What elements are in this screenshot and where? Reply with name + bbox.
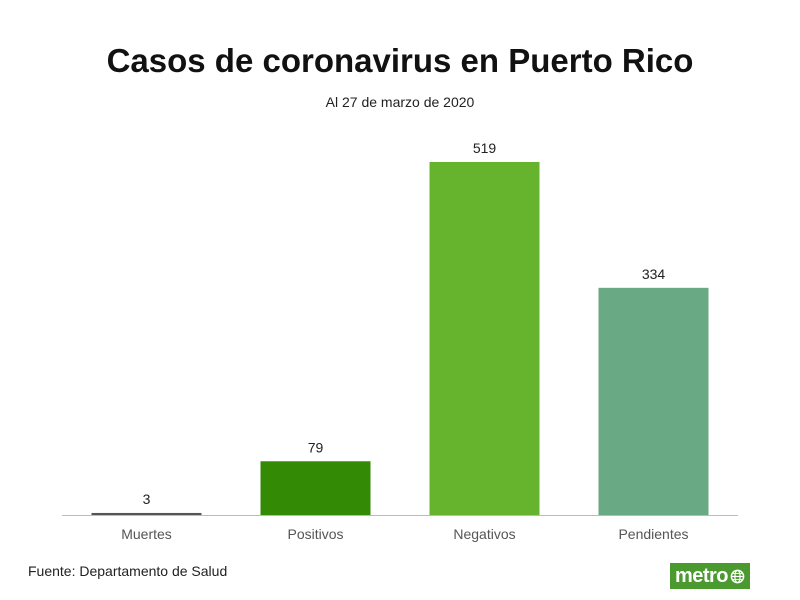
category-label-negativos: Negativos — [453, 526, 515, 542]
value-label-muertes: 3 — [143, 491, 151, 507]
value-label-pendientes: 334 — [642, 266, 666, 282]
bar-muertes — [91, 512, 202, 515]
globe-icon — [730, 569, 745, 583]
logo-text: metro — [674, 565, 729, 587]
chart-title: Casos de coronavirus en Puerto Rico — [106, 42, 694, 79]
value-label-negativos: 519 — [473, 140, 497, 156]
category-label-pendientes: Pendientes — [618, 526, 688, 542]
metro-logo: metro — [670, 563, 750, 589]
category-label-muertes: Muertes — [121, 526, 172, 542]
category-label-positivos: Positivos — [287, 526, 343, 542]
bar-pendientes — [598, 287, 709, 515]
source-note: Fuente: Departamento de Salud — [28, 563, 228, 579]
bar-negativos — [429, 162, 540, 515]
chart-subtitle: Al 27 de marzo de 2020 — [325, 94, 475, 110]
bar-positivos — [260, 461, 371, 515]
value-label-positivos: 79 — [308, 439, 324, 455]
